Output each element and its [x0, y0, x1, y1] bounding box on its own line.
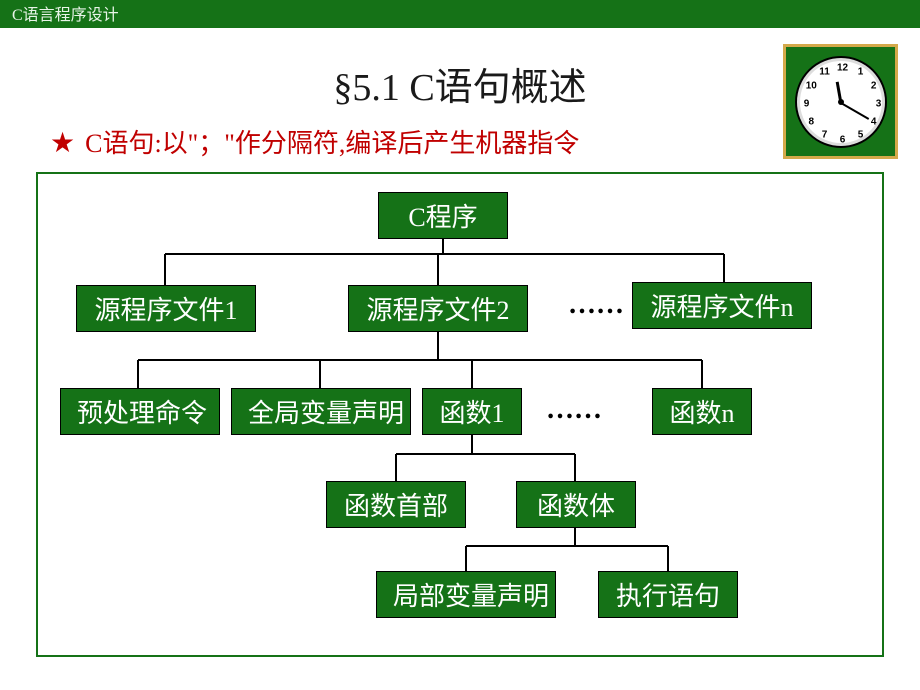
header-bar: C语言程序设计 — [0, 0, 920, 26]
title-section: §5.1 C语句概述 — [0, 56, 920, 111]
node-pre: 预处理命令 — [60, 388, 220, 435]
node-loc: 局部变量声明 — [376, 571, 556, 618]
subtitle: C语句:以"；"作分隔符,编译后产生机器指令 — [85, 129, 579, 158]
header-rule — [0, 26, 920, 28]
node-fn1: 函数1 — [422, 388, 522, 435]
diagram-frame: C程序源程序文件1 源程序文件2 源程序文件n 预处理命令全局变量声明函数1 函数n 函数… — [36, 172, 884, 657]
node-body: 函数体 — [516, 481, 636, 528]
clock-number: 8 — [809, 116, 815, 127]
node-root: C程序 — [378, 192, 508, 239]
clock-number: 7 — [822, 129, 828, 140]
node-src2: 源程序文件2 — [348, 285, 528, 332]
node-exec: 执行语句 — [598, 571, 738, 618]
ellipsis: …… — [546, 394, 602, 426]
subtitle-row: ★ C语句:以"；"作分隔符,编译后产生机器指令 — [0, 123, 920, 160]
clock-number: 4 — [871, 116, 877, 127]
page-title: §5.1 C语句概述 — [0, 56, 920, 111]
node-src1: 源程序文件1 — [76, 285, 256, 332]
ellipsis: …… — [568, 289, 624, 321]
node-srcn: 源程序文件n — [632, 282, 812, 329]
clock-number: 6 — [840, 134, 846, 145]
header-title: C语言程序设计 — [12, 1, 119, 25]
node-fnn: 函数n — [652, 388, 752, 435]
node-head: 函数首部 — [326, 481, 466, 528]
star-icon: ★ — [50, 128, 75, 159]
node-glob: 全局变量声明 — [231, 388, 411, 435]
clock-number: 5 — [858, 129, 864, 140]
